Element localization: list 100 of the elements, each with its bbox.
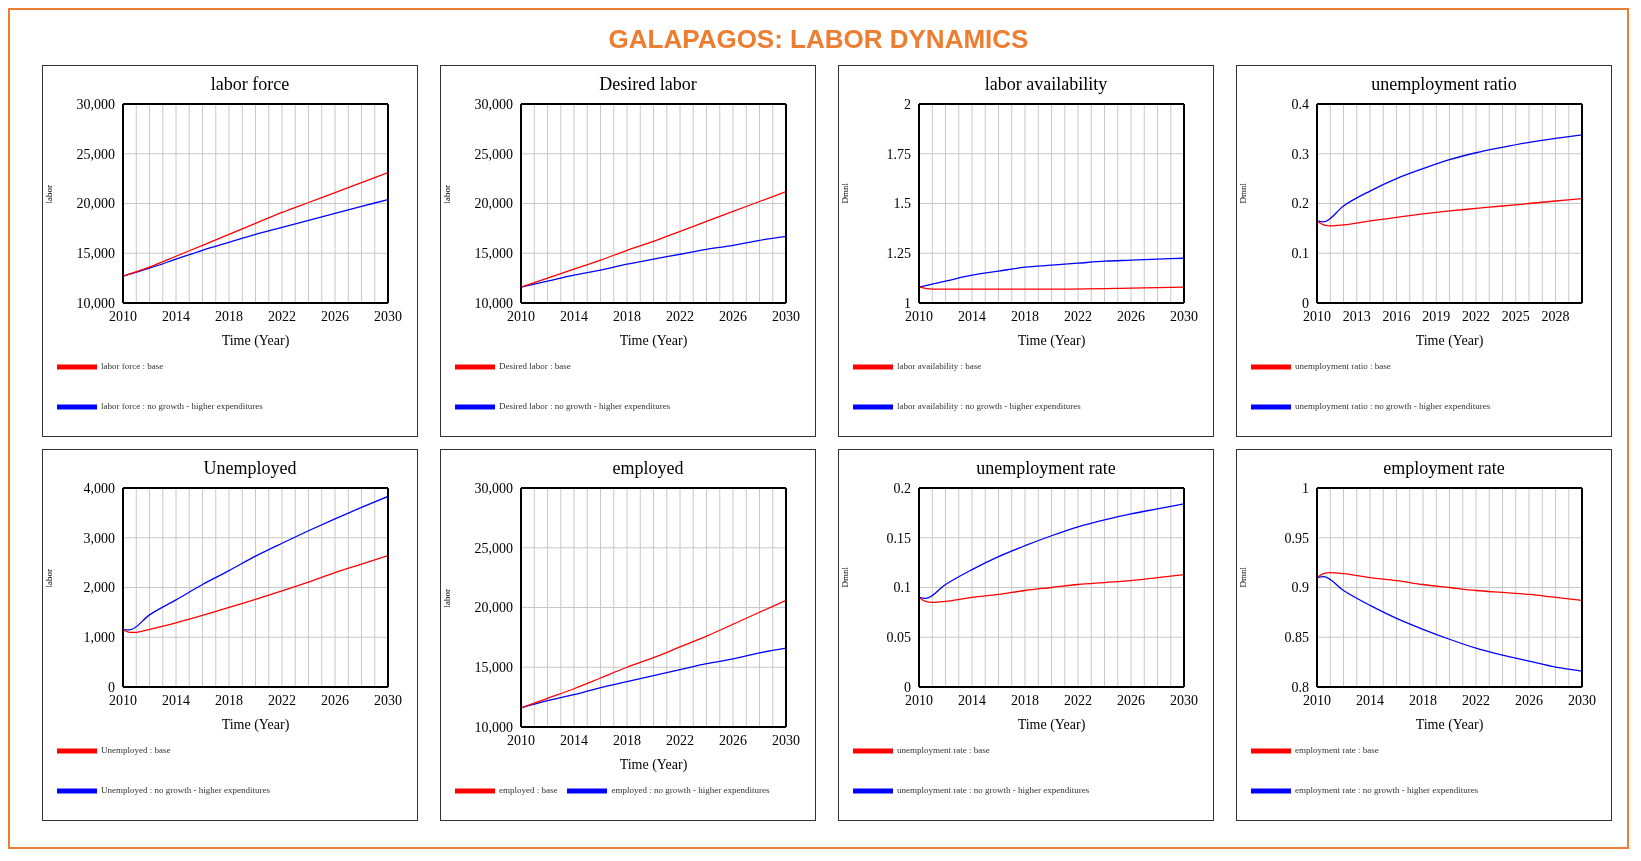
y-tick-label: 15,000 [76, 246, 115, 262]
y-tick-label: 0.2 [1291, 196, 1309, 212]
x-tick-label: 2026 [719, 732, 747, 748]
x-tick-label: 2018 [1011, 692, 1039, 708]
line-series [521, 190, 786, 288]
x-tick-label: 2010 [507, 308, 535, 324]
y-tick-label: 0.05 [886, 630, 911, 646]
x-tick-label: 2026 [321, 308, 349, 324]
legend-label: Unemployed : base [101, 745, 171, 756]
chart-title: labor force [210, 74, 290, 94]
chart-title: Unemployed [203, 458, 297, 478]
x-tick-label: 2018 [613, 308, 641, 324]
legend-label: labor availability : base [897, 361, 982, 372]
x-tick-label: 2018 [613, 732, 641, 748]
x-tick-label: 2030 [374, 692, 402, 708]
x-tick-label: 2030 [1568, 692, 1596, 708]
x-tick-label: 2026 [1117, 308, 1145, 324]
x-tick-label: 2022 [268, 692, 296, 708]
x-tick-label: 2014 [560, 732, 588, 748]
x-tick-label: 2022 [268, 308, 296, 324]
x-tick-label: 2022 [1462, 308, 1490, 324]
y-tick-label: 0 [1302, 295, 1309, 311]
x-tick-label: 2013 [1342, 308, 1371, 324]
y-tick-label: 0.3 [1291, 146, 1309, 162]
x-tick-label: 2026 [1117, 692, 1145, 708]
y-tick-label: 0.95 [1284, 530, 1309, 546]
x-tick-label: 2010 [905, 308, 933, 324]
y-tick-label: 30,000 [76, 96, 115, 112]
legend-label: Desired labor : base [499, 361, 571, 372]
y-tick-label: 0.2 [893, 480, 911, 496]
legend-label: employed : no growth - higher expenditures [611, 785, 770, 796]
y-axis-title: Dmnl [1238, 566, 1249, 588]
x-tick-label: 2018 [1409, 692, 1437, 708]
y-tick-label: 25,000 [76, 146, 115, 162]
x-tick-label: 2030 [772, 732, 800, 748]
y-tick-label: 1.75 [886, 146, 911, 162]
x-tick-label: 2026 [719, 308, 747, 324]
legend-label: unemployment rate : no growth - higher expenditures [897, 785, 1090, 796]
line-series [521, 647, 786, 709]
y-tick-label: 0.8 [1291, 679, 1309, 695]
y-tick-label: 1 [1302, 480, 1309, 496]
line-series [1317, 134, 1582, 223]
y-axis-title: labor [44, 569, 55, 588]
x-tick-label: 2010 [1303, 692, 1331, 708]
y-tick-label: 10,000 [474, 295, 513, 311]
x-tick-label: 2030 [772, 308, 800, 324]
chart-title: employed [612, 458, 684, 478]
y-tick-label: 3,000 [83, 530, 115, 546]
x-tick-label: 2010 [507, 732, 535, 748]
line-series [1317, 197, 1582, 227]
x-tick-label: 2019 [1422, 308, 1451, 324]
line-series [521, 599, 786, 709]
line-series [123, 495, 388, 631]
legend-label: labor force : no growth - higher expenditures [101, 401, 263, 412]
x-axis-title: Time (Year) [221, 717, 290, 733]
legend-label: unemployment ratio : no growth - higher expenditures [1295, 401, 1491, 412]
x-tick-label: 2014 [560, 308, 588, 324]
x-tick-label: 2022 [666, 732, 694, 748]
x-tick-label: 2030 [1170, 308, 1198, 324]
y-tick-label: 1 [904, 295, 911, 311]
y-tick-label: 10,000 [474, 719, 513, 735]
y-tick-label: 25,000 [474, 146, 513, 162]
x-axis-title: Time (Year) [619, 757, 688, 773]
y-tick-label: 1,000 [83, 630, 115, 646]
x-tick-label: 2022 [1064, 692, 1092, 708]
line-series [919, 257, 1184, 288]
x-tick-label: 2018 [215, 308, 243, 324]
text: GALAPAGOS: LABOR DYNAMICS [608, 24, 1029, 54]
y-tick-label: 1.5 [893, 196, 911, 212]
line-series [919, 573, 1184, 604]
y-tick-label: 0.1 [893, 580, 911, 596]
x-tick-label: 2025 [1501, 308, 1530, 324]
x-axis-title: Time (Year) [221, 333, 290, 349]
y-tick-label: 0.4 [1291, 96, 1309, 112]
x-tick-label: 2010 [109, 692, 137, 708]
x-axis-title: Time (Year) [619, 333, 688, 349]
line-series [1317, 571, 1582, 602]
y-tick-label: 1.25 [886, 246, 911, 262]
legend-label: employment rate : no growth - higher expenditures [1295, 785, 1479, 796]
chart-title: unemployment rate [976, 458, 1116, 478]
line-series [919, 503, 1184, 600]
y-tick-label: 15,000 [474, 246, 513, 262]
chart-title: Desired labor [599, 74, 697, 94]
y-axis-title: labor [442, 589, 453, 608]
x-tick-label: 2022 [1064, 308, 1092, 324]
x-tick-label: 2014 [162, 308, 190, 324]
y-axis-title: labor [44, 185, 55, 204]
y-tick-label: 2 [904, 96, 911, 112]
legend-label: labor availability : no growth - higher expenditures [897, 401, 1081, 412]
legend-label: Unemployed : no growth - higher expenditures [101, 785, 270, 796]
x-tick-label: 2030 [374, 308, 402, 324]
y-tick-label: 0 [904, 679, 911, 695]
line-series [1317, 575, 1582, 672]
y-tick-label: 4,000 [83, 480, 115, 496]
x-tick-label: 2010 [109, 308, 137, 324]
x-tick-label: 2022 [1462, 692, 1490, 708]
y-axis-title: Dmnl [1238, 182, 1249, 204]
y-tick-label: 0.15 [886, 530, 911, 546]
legend-label: unemployment ratio : base [1295, 361, 1391, 372]
y-axis-title: Dmnl [840, 182, 851, 204]
